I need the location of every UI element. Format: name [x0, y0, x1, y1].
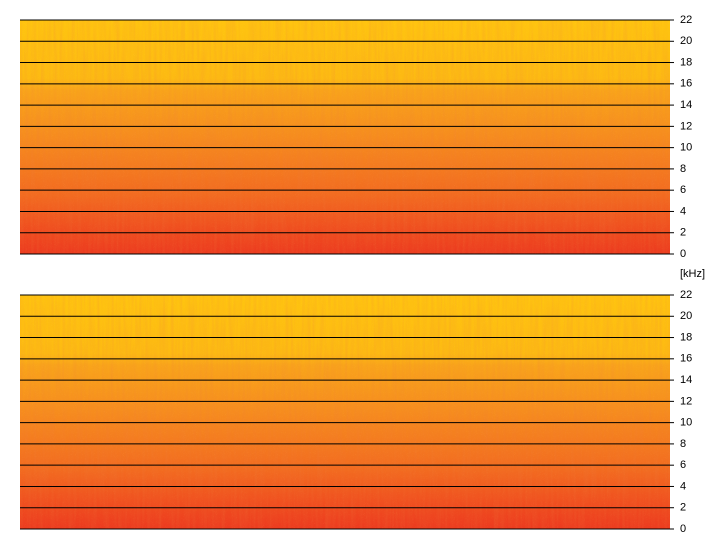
- y-tick-label: 12: [680, 395, 692, 407]
- y-tick-label: 0: [680, 248, 686, 260]
- y-tick-label: 12: [680, 120, 692, 132]
- y-tick-label: 4: [680, 205, 686, 217]
- y-tick-label: 14: [680, 99, 692, 111]
- y-tick-label: 2: [680, 502, 686, 514]
- y-tick-label: 18: [680, 56, 692, 68]
- y-tick-label: 22: [680, 289, 692, 301]
- y-tick-label: 14: [680, 374, 692, 386]
- y-tick-label: 10: [680, 417, 692, 429]
- y-tick-label: 18: [680, 331, 692, 343]
- y-tick-label: 20: [680, 35, 692, 47]
- spectrogram-speckle: [20, 295, 670, 529]
- y-tick-label: 8: [680, 438, 686, 450]
- y-tick-label: 16: [680, 353, 692, 365]
- y-tick-label: 2: [680, 227, 686, 239]
- y-tick-label: 10: [680, 142, 692, 154]
- y-tick-label: 22: [680, 14, 692, 26]
- y-tick-label: 16: [680, 78, 692, 90]
- y-tick-label: 0: [680, 523, 686, 535]
- y-tick-label: 20: [680, 310, 692, 322]
- y-tick-label: 6: [680, 459, 686, 471]
- y-tick-label: 6: [680, 184, 686, 196]
- y-tick-label: 8: [680, 163, 686, 175]
- spectrogram-speckle: [20, 20, 670, 254]
- y-axis-unit: [kHz]: [680, 268, 705, 280]
- y-tick-label: 4: [680, 480, 686, 492]
